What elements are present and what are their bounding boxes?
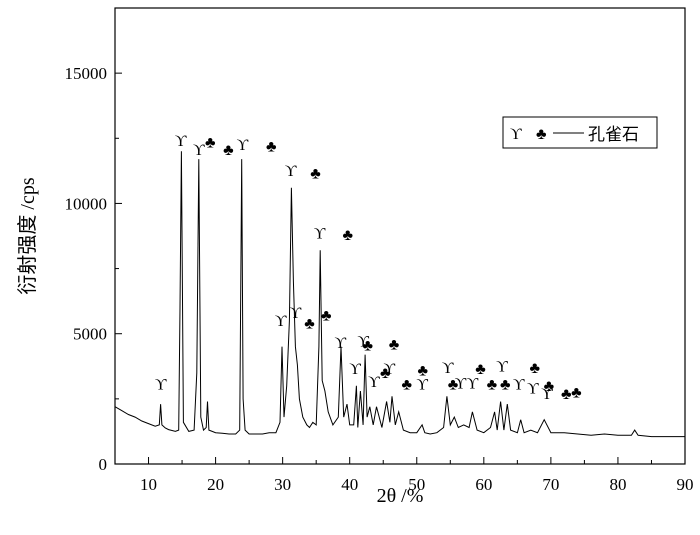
peak-marker-upsilon: ϒ bbox=[155, 377, 167, 394]
peak-marker-upsilon: ϒ bbox=[175, 133, 187, 150]
legend: ϒ ♣ 孔雀石 bbox=[502, 116, 658, 149]
peak-marker-upsilon: ϒ bbox=[193, 142, 205, 159]
peak-marker-upsilon: ϒ bbox=[290, 305, 302, 322]
peak-marker-upsilon: ϒ bbox=[368, 374, 380, 391]
peak-marker-upsilon: ϒ bbox=[467, 375, 479, 392]
peak-marker-upsilon: ϒ bbox=[442, 360, 454, 377]
peak-marker-club: ♣ bbox=[310, 166, 321, 183]
x-tick-label: 60 bbox=[475, 475, 492, 494]
x-tick-label: 20 bbox=[207, 475, 224, 494]
peak-marker-club: ♣ bbox=[475, 361, 486, 378]
peak-marker-club: ♣ bbox=[223, 142, 234, 159]
legend-label: 孔雀石 bbox=[588, 125, 639, 144]
peak-marker-upsilon: ϒ bbox=[541, 386, 553, 403]
peak-marker-upsilon: ϒ bbox=[496, 358, 508, 375]
peak-marker-club: ♣ bbox=[561, 386, 572, 403]
peak-marker-club: ♣ bbox=[401, 377, 412, 394]
plot-frame bbox=[114, 7, 686, 465]
diffraction-trace bbox=[114, 151, 685, 438]
peak-marker-upsilon: ϒ bbox=[335, 335, 347, 352]
peak-marker-club: ♣ bbox=[205, 134, 216, 151]
peak-marker-club: ♣ bbox=[418, 362, 429, 379]
peak-marker-upsilon: ϒ bbox=[237, 137, 249, 154]
peak-marker-club: ♣ bbox=[530, 360, 541, 377]
peak-marker-club: ♣ bbox=[448, 377, 459, 394]
x-tick-label: 90 bbox=[677, 475, 694, 494]
peak-marker-upsilon: ϒ bbox=[527, 381, 539, 398]
tick-labels: 10 20 30 40 50 60 70 80 90 0 5000 10000 15000 bbox=[65, 64, 694, 494]
y-tick-label: 5000 bbox=[73, 325, 107, 344]
x-tick-label: 10 bbox=[140, 475, 157, 494]
x-tick-label: 80 bbox=[609, 475, 626, 494]
x-tick-label: 70 bbox=[542, 475, 559, 494]
x-tick-label: 40 bbox=[341, 475, 358, 494]
peak-marker-club: ♣ bbox=[363, 338, 374, 355]
peak-marker-upsilon: ϒ bbox=[314, 226, 326, 243]
peak-marker-upsilon: ϒ bbox=[383, 361, 395, 378]
peak-marker-upsilon: ϒ bbox=[275, 313, 287, 330]
x-axis-title: 2θ /% bbox=[377, 485, 424, 507]
peak-marker-club: ♣ bbox=[389, 336, 400, 353]
x-tick-label: 50 bbox=[408, 475, 425, 494]
peak-marker-upsilon: ϒ bbox=[416, 377, 428, 394]
y-tick-label: 0 bbox=[99, 455, 108, 474]
peak-marker-club: ♣ bbox=[500, 377, 511, 394]
peak-marker-club: ♣ bbox=[266, 138, 277, 155]
peak-marker-upsilon: ϒ bbox=[285, 163, 297, 180]
peak-marker-club: ♣ bbox=[342, 227, 353, 244]
y-tick-label: 10000 bbox=[65, 194, 108, 213]
peak-marker-upsilon: ϒ bbox=[455, 375, 467, 392]
legend-symbol-club: ♣ bbox=[536, 126, 547, 143]
peak-marker-upsilon: ϒ bbox=[357, 334, 369, 351]
peak-marker-club: ♣ bbox=[380, 365, 391, 382]
peak-marker-club: ♣ bbox=[571, 385, 582, 402]
peak-marker-upsilon: ϒ bbox=[349, 361, 361, 378]
peak-markers: ϒϒϒ ♣ ϒ♣ ♣ϒ ♣ϒ ♣ϒ ϒ♣ ♣ϒ ϒ♣ ♣ϒϒ♣ϒ♣♣ϒϒ♣ϒ ϒ♣♣ϒ♣ ϒ♣ϒ ♣ϒ ♣… bbox=[155, 133, 582, 403]
peak-marker-club: ♣ bbox=[487, 377, 498, 394]
peak-marker-club: ♣ bbox=[321, 308, 332, 325]
legend-symbol-upsilon: ϒ bbox=[510, 126, 522, 143]
peak-marker-club: ♣ bbox=[304, 316, 315, 333]
x-tick-label: 30 bbox=[274, 475, 291, 494]
axis-ticks bbox=[115, 72, 686, 465]
peak-marker-club: ♣ bbox=[544, 378, 555, 395]
y-tick-label: 15000 bbox=[65, 64, 108, 83]
peak-marker-upsilon: ϒ bbox=[513, 377, 525, 394]
y-axis-title: 衍射强度 /cps bbox=[16, 177, 39, 294]
